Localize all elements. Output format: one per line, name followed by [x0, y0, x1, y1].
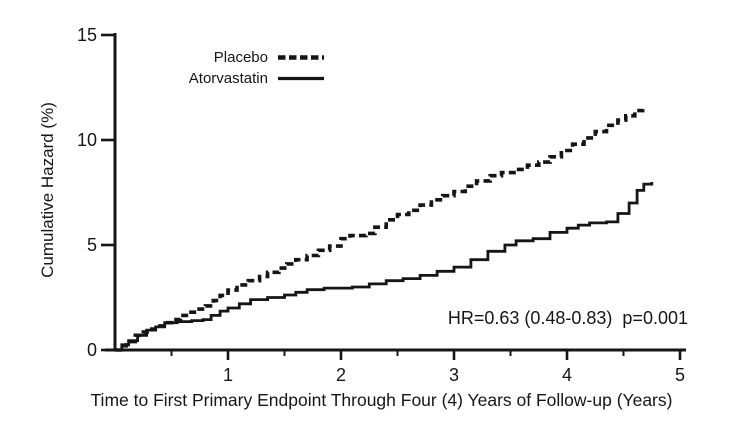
legend-label-atorvastatin: Atorvastatin — [188, 70, 268, 87]
curve-atorvastatin — [115, 182, 654, 352]
y-axis-title: Cumulative Hazard (%) — [38, 102, 57, 278]
legend-item-placebo: Placebo — [150, 47, 325, 68]
x-tick-label-1: 1 — [223, 365, 233, 385]
legend: Placebo Atorvastatin — [150, 47, 325, 89]
hazard-ratio-annotation: HR=0.63 (0.48-0.83) p=0.001 — [447, 308, 688, 328]
x-axis-title: Time to First Primary Endpoint Through F… — [90, 390, 673, 410]
y-tick-label-15: 15 — [77, 25, 97, 45]
x-tick-label-3: 3 — [449, 365, 459, 385]
y-tick-label-5: 5 — [87, 235, 97, 255]
legend-dashed-line-icon — [278, 55, 324, 60]
y-tick-label-0: 0 — [87, 340, 97, 360]
x-tick-label-5: 5 — [675, 365, 685, 385]
y-tick-label-10: 10 — [77, 130, 97, 150]
x-tick-label-2: 2 — [336, 365, 346, 385]
legend-solid-line-icon — [278, 76, 324, 81]
legend-item-atorvastatin: Atorvastatin — [150, 68, 325, 89]
x-tick-label-4: 4 — [562, 365, 572, 385]
legend-label-placebo: Placebo — [213, 49, 268, 66]
curve-placebo — [115, 107, 645, 352]
